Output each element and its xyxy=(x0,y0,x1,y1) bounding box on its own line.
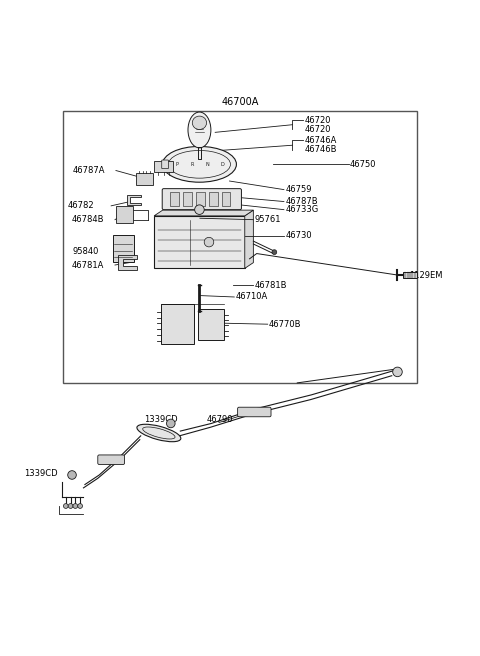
Bar xyxy=(154,161,173,173)
FancyBboxPatch shape xyxy=(162,160,168,169)
Text: 46746B: 46746B xyxy=(304,145,337,154)
Bar xyxy=(136,173,153,185)
Ellipse shape xyxy=(192,116,206,129)
Bar xyxy=(63,111,417,383)
Text: N: N xyxy=(205,162,209,167)
Text: 46781A: 46781A xyxy=(72,260,104,270)
Bar xyxy=(209,192,217,206)
Bar xyxy=(198,309,224,340)
Polygon shape xyxy=(127,195,141,205)
Circle shape xyxy=(78,504,83,508)
Text: 46700A: 46700A xyxy=(221,97,259,107)
Text: D: D xyxy=(220,162,224,167)
Bar xyxy=(154,216,245,268)
Text: 1129EM: 1129EM xyxy=(409,270,443,279)
Circle shape xyxy=(167,419,175,428)
FancyBboxPatch shape xyxy=(162,189,241,210)
Circle shape xyxy=(68,471,76,480)
FancyBboxPatch shape xyxy=(98,455,124,464)
Bar xyxy=(196,192,204,206)
Text: 46746A: 46746A xyxy=(304,136,337,145)
Bar xyxy=(403,272,417,278)
Text: 46720: 46720 xyxy=(304,125,331,134)
Text: 46750: 46750 xyxy=(350,160,376,169)
Circle shape xyxy=(204,237,214,247)
Polygon shape xyxy=(154,210,253,216)
Circle shape xyxy=(272,250,277,255)
Text: 46782: 46782 xyxy=(67,201,94,211)
Circle shape xyxy=(68,504,73,508)
Ellipse shape xyxy=(162,146,237,182)
Text: 46787A: 46787A xyxy=(73,166,106,175)
Text: P: P xyxy=(175,162,178,167)
Polygon shape xyxy=(245,210,253,268)
Polygon shape xyxy=(198,147,201,159)
Text: 46733G: 46733G xyxy=(285,205,319,214)
Text: 46784B: 46784B xyxy=(72,215,105,224)
Bar xyxy=(183,192,192,206)
Text: R: R xyxy=(190,162,193,167)
Text: 1339CD: 1339CD xyxy=(144,415,177,424)
Ellipse shape xyxy=(195,205,204,215)
Text: 46770B: 46770B xyxy=(269,319,301,329)
Bar xyxy=(113,236,133,262)
Circle shape xyxy=(73,504,78,508)
Text: 46781B: 46781B xyxy=(254,281,287,289)
Text: 46759: 46759 xyxy=(285,185,312,194)
FancyBboxPatch shape xyxy=(238,407,271,417)
Circle shape xyxy=(63,504,68,508)
Ellipse shape xyxy=(137,424,181,441)
Bar xyxy=(116,206,133,224)
Circle shape xyxy=(393,367,402,377)
Text: 46730: 46730 xyxy=(285,232,312,240)
Bar xyxy=(170,192,179,206)
Text: 1339CD: 1339CD xyxy=(24,469,58,478)
Ellipse shape xyxy=(188,112,211,148)
Text: 46710A: 46710A xyxy=(235,293,267,302)
Text: 46790: 46790 xyxy=(206,415,233,424)
Text: 46787B: 46787B xyxy=(285,197,318,206)
Text: 46720: 46720 xyxy=(304,116,331,125)
Text: 95761: 95761 xyxy=(254,215,281,224)
Bar xyxy=(222,192,230,206)
Bar xyxy=(161,304,194,344)
Polygon shape xyxy=(118,255,137,270)
Text: 95840: 95840 xyxy=(72,247,98,256)
